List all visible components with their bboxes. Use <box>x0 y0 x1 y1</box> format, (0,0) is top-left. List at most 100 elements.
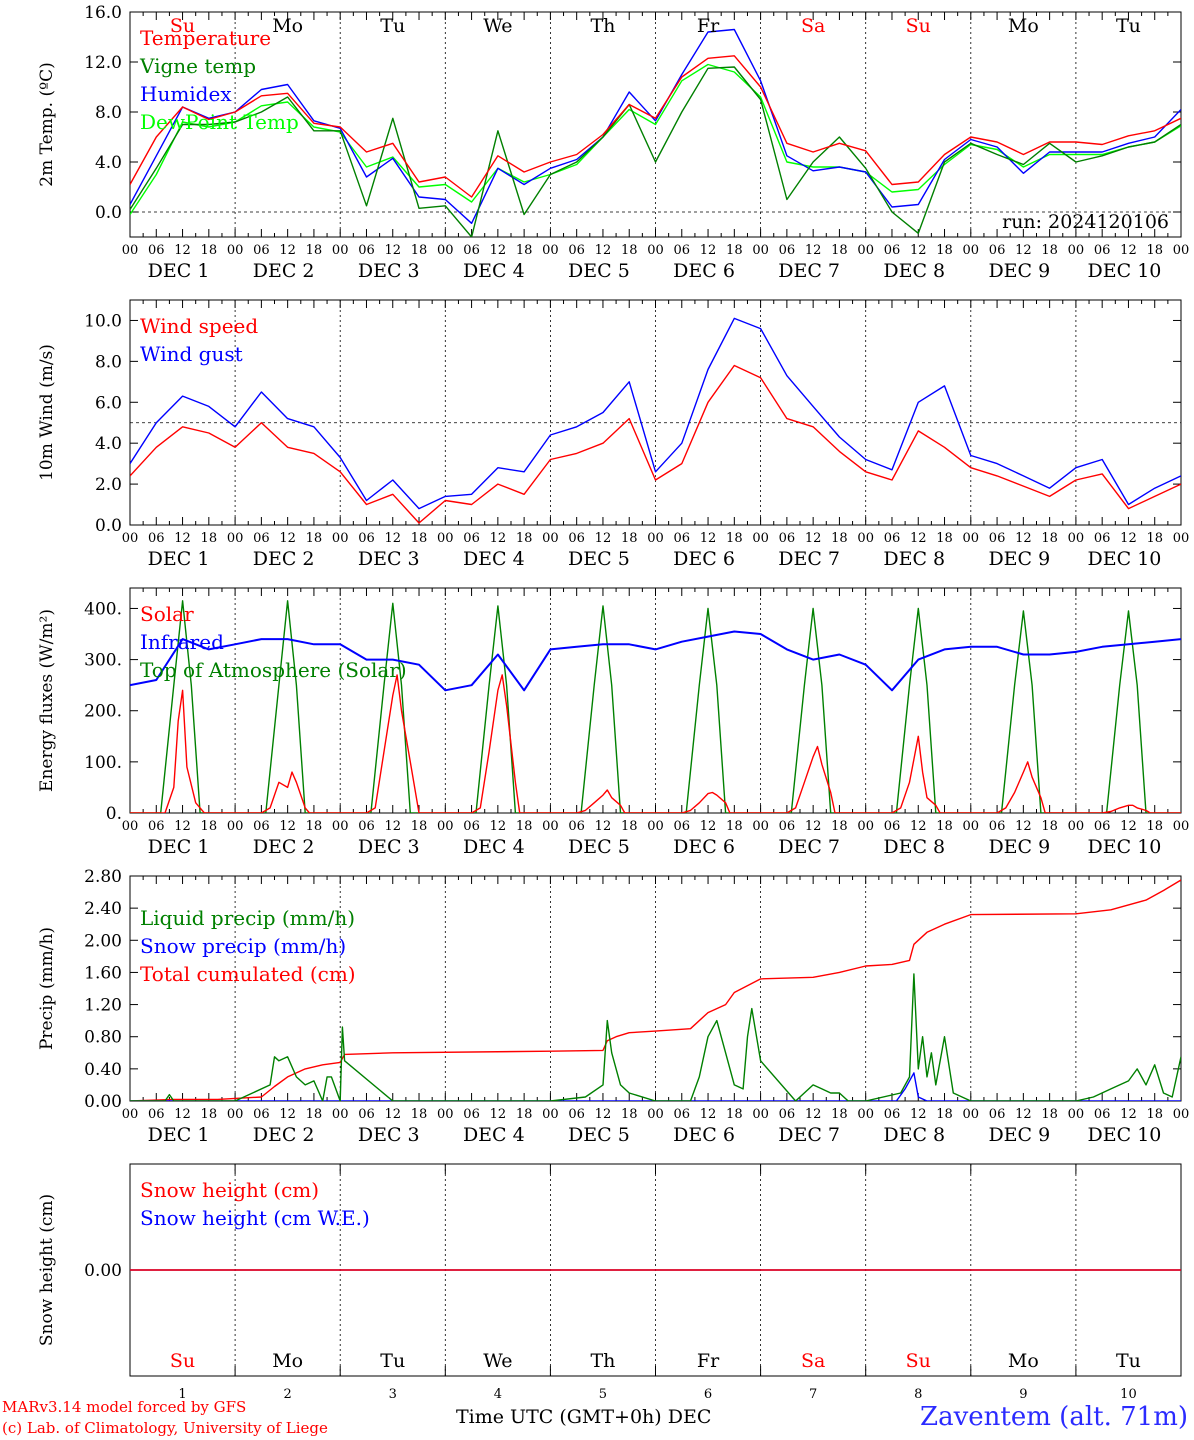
weekday-label: Fr <box>697 1350 720 1372</box>
hour-tick-label: 00 <box>752 531 769 546</box>
legend-top-of-atmosphere-solar: Top of Atmosphere (Solar) <box>140 658 407 682</box>
hour-tick-label: 06 <box>779 531 796 546</box>
y-tick-label: 4.0 <box>95 153 122 173</box>
hour-tick-label: 00 <box>1173 819 1190 834</box>
hour-tick-label: 12 <box>490 531 507 546</box>
weekday-label: Su <box>906 15 931 37</box>
hour-tick-label: 06 <box>253 531 270 546</box>
hour-tick-label: 00 <box>752 243 769 258</box>
hour-tick-label: 18 <box>201 531 218 546</box>
hour-tick-label: 12 <box>910 531 927 546</box>
hour-tick-label: 18 <box>411 819 428 834</box>
hour-tick-label: 06 <box>463 531 480 546</box>
hour-tick-label: 06 <box>568 531 585 546</box>
hour-tick-label: 18 <box>621 1107 638 1122</box>
hour-tick-label: 00 <box>122 819 139 834</box>
legend-wind-gust: Wind gust <box>140 342 243 366</box>
hour-tick-label: 18 <box>411 531 428 546</box>
hour-tick-label: 00 <box>857 531 874 546</box>
y-axis-label: Energy fluxes (W/m²) <box>37 609 57 792</box>
hour-tick-label: 06 <box>148 531 165 546</box>
weekday-label: Sa <box>801 15 825 37</box>
hour-tick-label: 12 <box>1015 819 1032 834</box>
weekday-label: Tu <box>1116 1350 1141 1372</box>
hour-tick-label: 06 <box>1094 819 1111 834</box>
weekday-label: Th <box>590 15 615 37</box>
panel-5: 0.00 Snow height (cm) Snow height (cm) Snow… <box>37 1163 1182 1402</box>
series-humidex <box>130 28 1181 225</box>
day-label: DEC 6 <box>673 1124 735 1146</box>
series-vigne-temp <box>130 66 1181 237</box>
hour-tick-label: 00 <box>437 1107 454 1122</box>
series-wind-gust <box>130 317 1181 510</box>
hour-tick-label: 12 <box>384 243 401 258</box>
hour-tick-label: 06 <box>674 1107 691 1122</box>
hour-tick-label: 00 <box>647 243 664 258</box>
hour-tick-label: 18 <box>201 1107 218 1122</box>
day-label: DEC 9 <box>988 260 1050 282</box>
y-tick-label: 2.80 <box>84 867 122 887</box>
hour-tick-label: 06 <box>1094 1107 1111 1122</box>
hour-tick-label: 12 <box>490 1107 507 1122</box>
hour-tick-label: 00 <box>542 531 559 546</box>
y-tick-label: 8.0 <box>95 103 122 123</box>
day-label: DEC 3 <box>358 260 420 282</box>
hour-tick-label: 12 <box>1015 1107 1032 1122</box>
day-label: DEC 1 <box>148 260 210 282</box>
legend-total-cumulated-cm: Total cumulated (cm) <box>140 962 356 986</box>
hour-tick-label: 18 <box>306 243 323 258</box>
hour-tick-label: 18 <box>1041 531 1058 546</box>
y-tick-label: 6.0 <box>95 393 122 413</box>
hour-tick-label: 12 <box>595 531 612 546</box>
weekday-label: We <box>483 1350 512 1372</box>
hour-tick-label: 06 <box>1094 531 1111 546</box>
hour-tick-label: 12 <box>700 819 717 834</box>
hour-tick-label: 00 <box>122 243 139 258</box>
weekday-label: Fr <box>697 15 720 37</box>
hour-tick-label: 00 <box>227 531 244 546</box>
weekday-label: Tu <box>380 15 405 37</box>
legend-snow-height-cm-w-e: Snow height (cm W.E.) <box>140 1206 370 1230</box>
hour-tick-label: 12 <box>174 243 191 258</box>
hour-tick-label: 12 <box>1015 531 1032 546</box>
hour-tick-label: 12 <box>1120 819 1137 834</box>
hour-tick-label: 12 <box>910 819 927 834</box>
hour-tick-label: 12 <box>1015 243 1032 258</box>
y-tick-label: 300. <box>84 651 122 671</box>
series-total-cumulated-cm <box>130 879 1181 1101</box>
hour-tick-label: 00 <box>437 819 454 834</box>
day-number-label: 9 <box>1019 1387 1027 1402</box>
day-number-label: 7 <box>809 1387 817 1402</box>
hour-tick-label: 06 <box>989 1107 1006 1122</box>
hour-tick-label: 00 <box>857 819 874 834</box>
panel-3: 400. 300. 200. 100. 0. Energy fluxes (W/m²) So… <box>37 587 1190 858</box>
hour-tick-label: 00 <box>542 243 559 258</box>
hour-tick-label: 00 <box>332 1107 349 1122</box>
hour-tick-label: 18 <box>306 819 323 834</box>
day-label: DEC 4 <box>463 260 525 282</box>
y-tick-label: 16.0 <box>84 3 122 23</box>
hour-tick-label: 06 <box>779 243 796 258</box>
weekday-label: Mo <box>272 1350 303 1372</box>
day-label: DEC 8 <box>883 836 945 858</box>
y-tick-label: 0.40 <box>84 1060 122 1080</box>
day-label: DEC 10 <box>1088 836 1162 858</box>
hour-tick-label: 12 <box>805 819 822 834</box>
day-label: DEC 1 <box>148 548 210 570</box>
hour-tick-label: 18 <box>1146 243 1163 258</box>
day-number-label: 10 <box>1120 1387 1137 1402</box>
station-title: Zaventem (alt. 71m) <box>920 1402 1188 1432</box>
hour-tick-label: 00 <box>227 819 244 834</box>
hour-tick-label: 12 <box>700 1107 717 1122</box>
day-label: DEC 6 <box>673 836 735 858</box>
hour-tick-label: 00 <box>963 243 980 258</box>
hour-tick-label: 18 <box>621 819 638 834</box>
day-number-label: 6 <box>704 1387 712 1402</box>
hour-tick-label: 12 <box>700 243 717 258</box>
day-label: DEC 4 <box>463 1124 525 1146</box>
hour-tick-label: 00 <box>542 1107 559 1122</box>
day-label: DEC 9 <box>988 836 1050 858</box>
hour-tick-label: 12 <box>700 531 717 546</box>
day-label: DEC 7 <box>778 548 840 570</box>
hour-tick-label: 06 <box>358 1107 375 1122</box>
